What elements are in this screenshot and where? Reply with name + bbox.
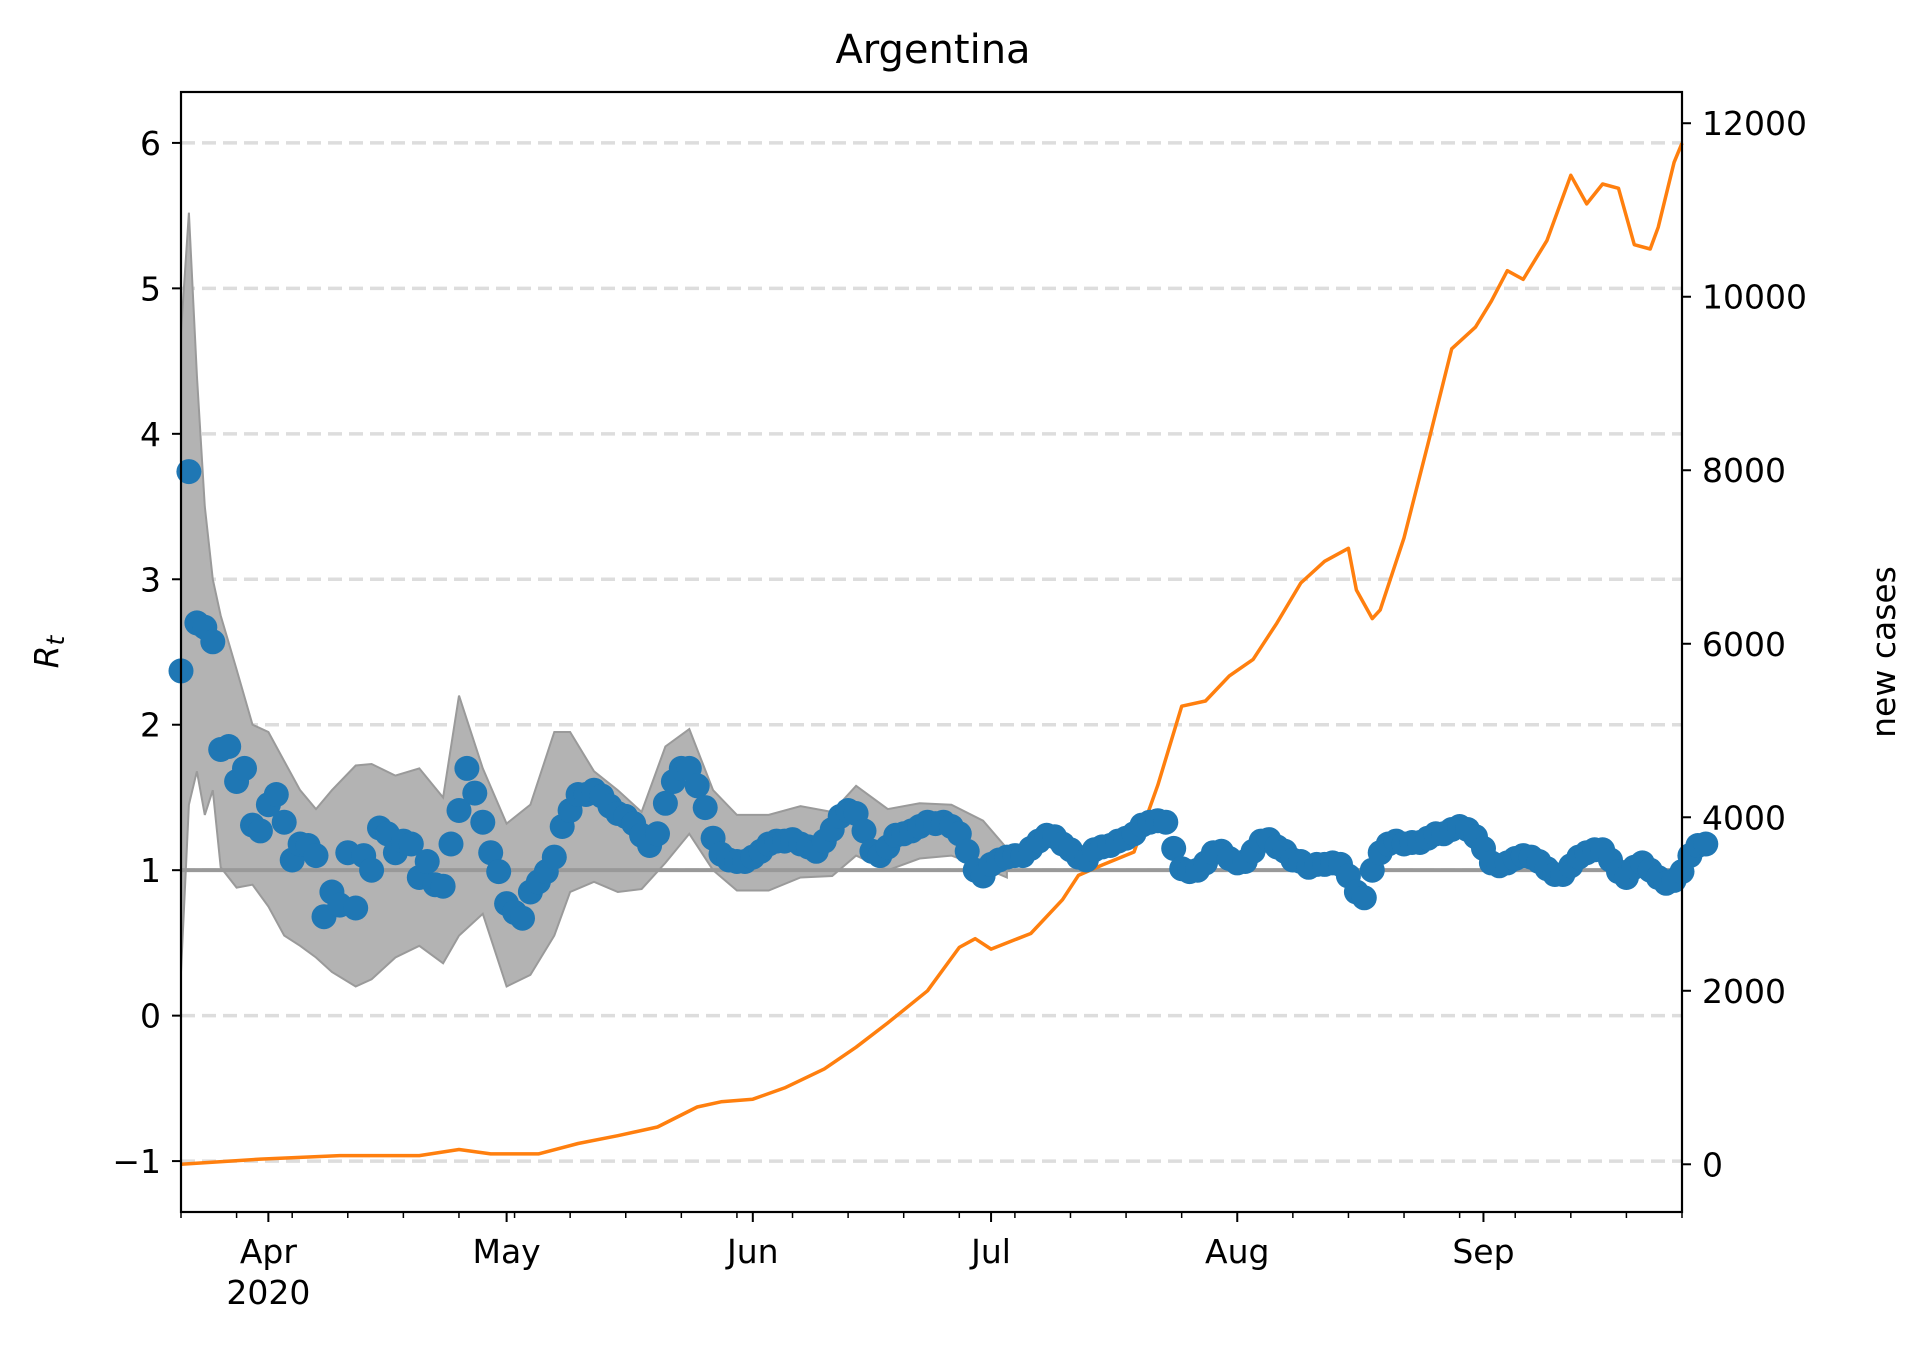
rt-point — [652, 790, 678, 816]
x-tick-sublabel: 2020 — [226, 1273, 310, 1312]
rt-point — [232, 755, 257, 781]
x-tick-label: Aug — [1205, 1232, 1269, 1271]
rt-points-layer — [168, 459, 1719, 931]
rt-point — [454, 755, 480, 781]
rt-point — [343, 895, 369, 921]
chart-title: Argentina — [835, 27, 1030, 73]
rt-point — [359, 857, 385, 883]
cases-line — [180, 142, 1684, 1167]
rt-point — [414, 849, 440, 874]
y-tick-label-right: 10000 — [1702, 278, 1807, 317]
y-tick-label-right: 2000 — [1702, 972, 1786, 1011]
rt-point — [510, 905, 535, 931]
rt-point — [1351, 885, 1377, 911]
y-tick-label-left: 0 — [140, 997, 161, 1036]
y-tick-label-right: 8000 — [1702, 451, 1786, 490]
rt-point — [430, 873, 456, 899]
y-tick-label-left: 1 — [140, 851, 161, 890]
rt-point — [271, 809, 297, 835]
x-tick-label: May — [472, 1232, 540, 1271]
y-axis-label-left: Rt — [27, 634, 70, 668]
rt-point — [263, 782, 289, 807]
rt-point — [692, 795, 718, 821]
y-tick-label-left: 5 — [140, 269, 161, 308]
cases-line-layer — [180, 142, 1684, 1167]
rt-point — [541, 844, 567, 870]
rt-point — [645, 821, 670, 847]
y-tick-label-right: 0 — [1702, 1145, 1723, 1184]
rt-point — [1161, 835, 1187, 861]
rt-point — [1153, 809, 1179, 835]
x-tick-label: Jul — [969, 1232, 1011, 1271]
y-axis-label-base: R — [27, 645, 66, 668]
rt-point — [478, 840, 504, 866]
rt-point — [486, 859, 512, 885]
rt-point — [247, 818, 273, 844]
rt-point — [954, 838, 980, 864]
rt-point — [851, 818, 877, 844]
right-axis: 0 2000 4000 6000 8000 10000 12000 — [1682, 104, 1807, 1184]
rt-point — [200, 629, 226, 655]
rt-point — [446, 798, 472, 823]
y-tick-label-left: 6 — [140, 124, 161, 163]
x-tick-label: Apr — [240, 1232, 298, 1271]
x-tick-label: Jun — [725, 1232, 779, 1271]
y-tick-label-right: 4000 — [1702, 798, 1786, 837]
y-tick-label-left: 2 — [140, 706, 161, 745]
rt-point — [303, 843, 329, 869]
rt-point — [216, 734, 242, 759]
ci-band — [180, 212, 1008, 988]
y-axis-label-subscript: t — [41, 634, 70, 645]
rt-point — [462, 780, 488, 806]
y-tick-label-right: 12000 — [1702, 104, 1807, 143]
ci-band-area — [180, 212, 1008, 988]
rt-point — [398, 831, 424, 857]
grid-lines — [181, 141, 1682, 1163]
y-tick-label-left: −1 — [112, 1142, 161, 1181]
rt-point — [438, 831, 464, 857]
y-axis-label-right: new cases — [1864, 566, 1903, 738]
rt-point — [176, 459, 202, 485]
x-tick-label: Sep — [1452, 1232, 1514, 1271]
rt-point — [470, 809, 496, 835]
left-axis: −1 0 1 2 3 4 5 6 — [112, 124, 181, 1181]
rt-point — [1693, 831, 1719, 857]
y-tick-label-left: 3 — [140, 560, 161, 599]
rt-point — [684, 773, 710, 799]
plot-frame — [179, 90, 1684, 1214]
y-tick-label-right: 6000 — [1702, 625, 1786, 664]
y-tick-label-left: 4 — [140, 415, 161, 454]
